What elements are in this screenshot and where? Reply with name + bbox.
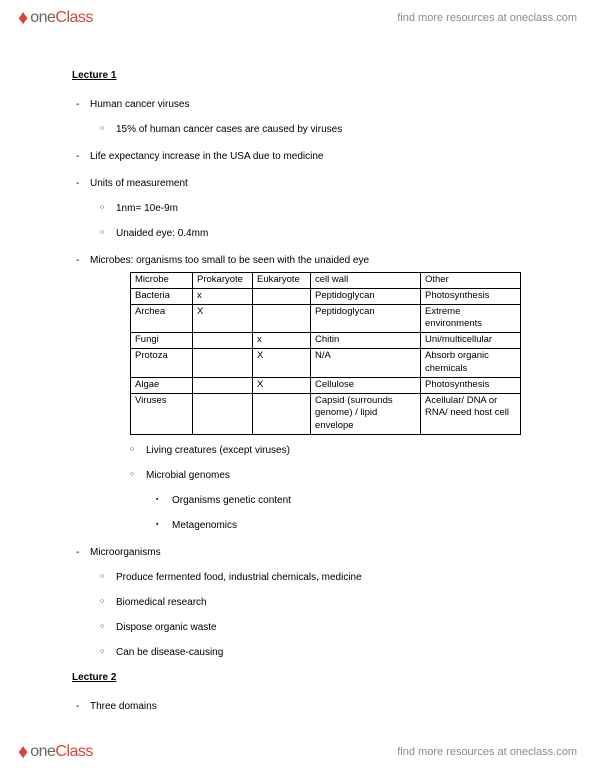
item-text: 1nm= 10e-9m xyxy=(116,203,178,214)
brand-one: one xyxy=(30,9,55,26)
item-text: Produce fermented food, industrial chemi… xyxy=(116,572,362,583)
brand-class: Class xyxy=(55,743,93,760)
table-cell: Chitin xyxy=(311,333,421,349)
flame-icon: ♦ xyxy=(18,8,28,28)
list-item: Three domains xyxy=(90,699,523,714)
table-cell xyxy=(253,304,311,333)
table-cell: Photosynthesis xyxy=(421,288,521,304)
table-cell xyxy=(193,393,253,434)
table-row: Bacteria x Peptidoglycan Photosynthesis xyxy=(131,288,521,304)
lecture-2-list: Three domains xyxy=(72,699,523,714)
table-cell: Uni/multicellular xyxy=(421,333,521,349)
list-item: Can be disease-causing xyxy=(116,645,523,660)
table-row: Archea X Peptidoglycan Extreme environme… xyxy=(131,304,521,333)
item-text: Unaided eye: 0.4mm xyxy=(116,228,208,239)
table-row: Algae X Cellulose Photosynthesis xyxy=(131,377,521,393)
table-cell: Microbe xyxy=(131,273,193,289)
list-item: Organisms genetic content xyxy=(172,493,523,508)
table-cell: X xyxy=(253,377,311,393)
brand-logo: ♦ oneClass xyxy=(18,8,93,28)
document-content: Lecture 1 Human cancer viruses 15% of hu… xyxy=(72,70,523,726)
item-text: Organisms genetic content xyxy=(172,495,291,506)
microbe-table: Microbe Prokaryote Eukaryote cell wall O… xyxy=(130,272,521,435)
list-item: 1nm= 10e-9m xyxy=(116,201,523,216)
table-cell: Acellular/ DNA or RNA/ need host cell xyxy=(421,393,521,434)
table-cell: Other xyxy=(421,273,521,289)
table-cell: Algae xyxy=(131,377,193,393)
page-footer: ♦ oneClass find more resources at onecla… xyxy=(0,734,595,770)
list-item: Biomedical research xyxy=(116,595,523,610)
item-text: Dispose organic waste xyxy=(116,622,217,633)
list-item: Human cancer viruses 15% of human cancer… xyxy=(90,97,523,137)
table-cell: Peptidoglycan xyxy=(311,288,421,304)
brand-text: oneClass xyxy=(30,9,93,27)
item-text: Metagenomics xyxy=(172,520,237,531)
list-item: Unaided eye: 0.4mm xyxy=(116,226,523,241)
list-item: Living creatures (except viruses) xyxy=(146,443,523,458)
list-item: 15% of human cancer cases are caused by … xyxy=(116,122,523,137)
table-cell: Bacteria xyxy=(131,288,193,304)
table-cell: Absorb organic chemicals xyxy=(421,349,521,378)
brand-one: one xyxy=(30,743,55,760)
table-row: Protoza X N/A Absorb organic chemicals xyxy=(131,349,521,378)
footer-link[interactable]: find more resources at oneclass.com xyxy=(397,746,577,758)
header-link[interactable]: find more resources at oneclass.com xyxy=(397,12,577,24)
table-cell: cell wall xyxy=(311,273,421,289)
table-cell xyxy=(193,349,253,378)
table-cell: Prokaryote xyxy=(193,273,253,289)
item-text: Biomedical research xyxy=(116,597,207,608)
table-cell: Extreme environments xyxy=(421,304,521,333)
flame-icon: ♦ xyxy=(18,742,28,762)
table-cell xyxy=(193,333,253,349)
brand-class: Class xyxy=(55,9,93,26)
table-cell xyxy=(253,288,311,304)
table-cell: Peptidoglycan xyxy=(311,304,421,333)
item-text: Human cancer viruses xyxy=(90,99,189,110)
list-item: Dispose organic waste xyxy=(116,620,523,635)
table-cell: Eukaryote xyxy=(253,273,311,289)
item-text: 15% of human cancer cases are caused by … xyxy=(116,124,342,135)
list-item: Metagenomics xyxy=(172,518,523,533)
table-row: Fungi x Chitin Uni/multicellular xyxy=(131,333,521,349)
table-cell: x xyxy=(253,333,311,349)
table-cell: Fungi xyxy=(131,333,193,349)
table-row: Microbe Prokaryote Eukaryote cell wall O… xyxy=(131,273,521,289)
lecture-2-heading: Lecture 2 xyxy=(72,672,523,683)
item-text: Microorganisms xyxy=(90,547,161,558)
lecture-1-list: Human cancer viruses 15% of human cancer… xyxy=(72,97,523,660)
item-text: Three domains xyxy=(90,701,157,712)
table-cell xyxy=(253,393,311,434)
brand-text: oneClass xyxy=(30,743,93,761)
list-item: Microbial genomes Organisms genetic cont… xyxy=(146,468,523,533)
table-cell: Photosynthesis xyxy=(421,377,521,393)
table-cell: Capsid (surrounds genome) / lipid envelo… xyxy=(311,393,421,434)
item-text: Can be disease-causing xyxy=(116,647,223,658)
page-header: ♦ oneClass find more resources at onecla… xyxy=(0,0,595,36)
table-cell: X xyxy=(193,304,253,333)
table-cell: Viruses xyxy=(131,393,193,434)
item-text: Microbial genomes xyxy=(146,470,230,481)
table-cell: X xyxy=(253,349,311,378)
table-cell xyxy=(193,377,253,393)
list-item: Units of measurement 1nm= 10e-9m Unaided… xyxy=(90,176,523,241)
table-cell: Archea xyxy=(131,304,193,333)
list-item: Microorganisms Produce fermented food, i… xyxy=(90,545,523,660)
list-item: Produce fermented food, industrial chemi… xyxy=(116,570,523,585)
list-item: Life expectancy increase in the USA due … xyxy=(90,149,523,164)
item-text: Units of measurement xyxy=(90,178,188,189)
table-row: Viruses Capsid (surrounds genome) / lipi… xyxy=(131,393,521,434)
list-item: Microbes: organisms too small to be seen… xyxy=(90,253,523,533)
brand-logo: ♦ oneClass xyxy=(18,742,93,762)
item-text: Microbes: organisms too small to be seen… xyxy=(90,255,369,266)
table-cell: Protoza xyxy=(131,349,193,378)
item-text: Life expectancy increase in the USA due … xyxy=(90,151,323,162)
lecture-1-heading: Lecture 1 xyxy=(72,70,523,81)
item-text: Living creatures (except viruses) xyxy=(146,445,290,456)
table-cell: Cellulose xyxy=(311,377,421,393)
table-cell: x xyxy=(193,288,253,304)
table-cell: N/A xyxy=(311,349,421,378)
